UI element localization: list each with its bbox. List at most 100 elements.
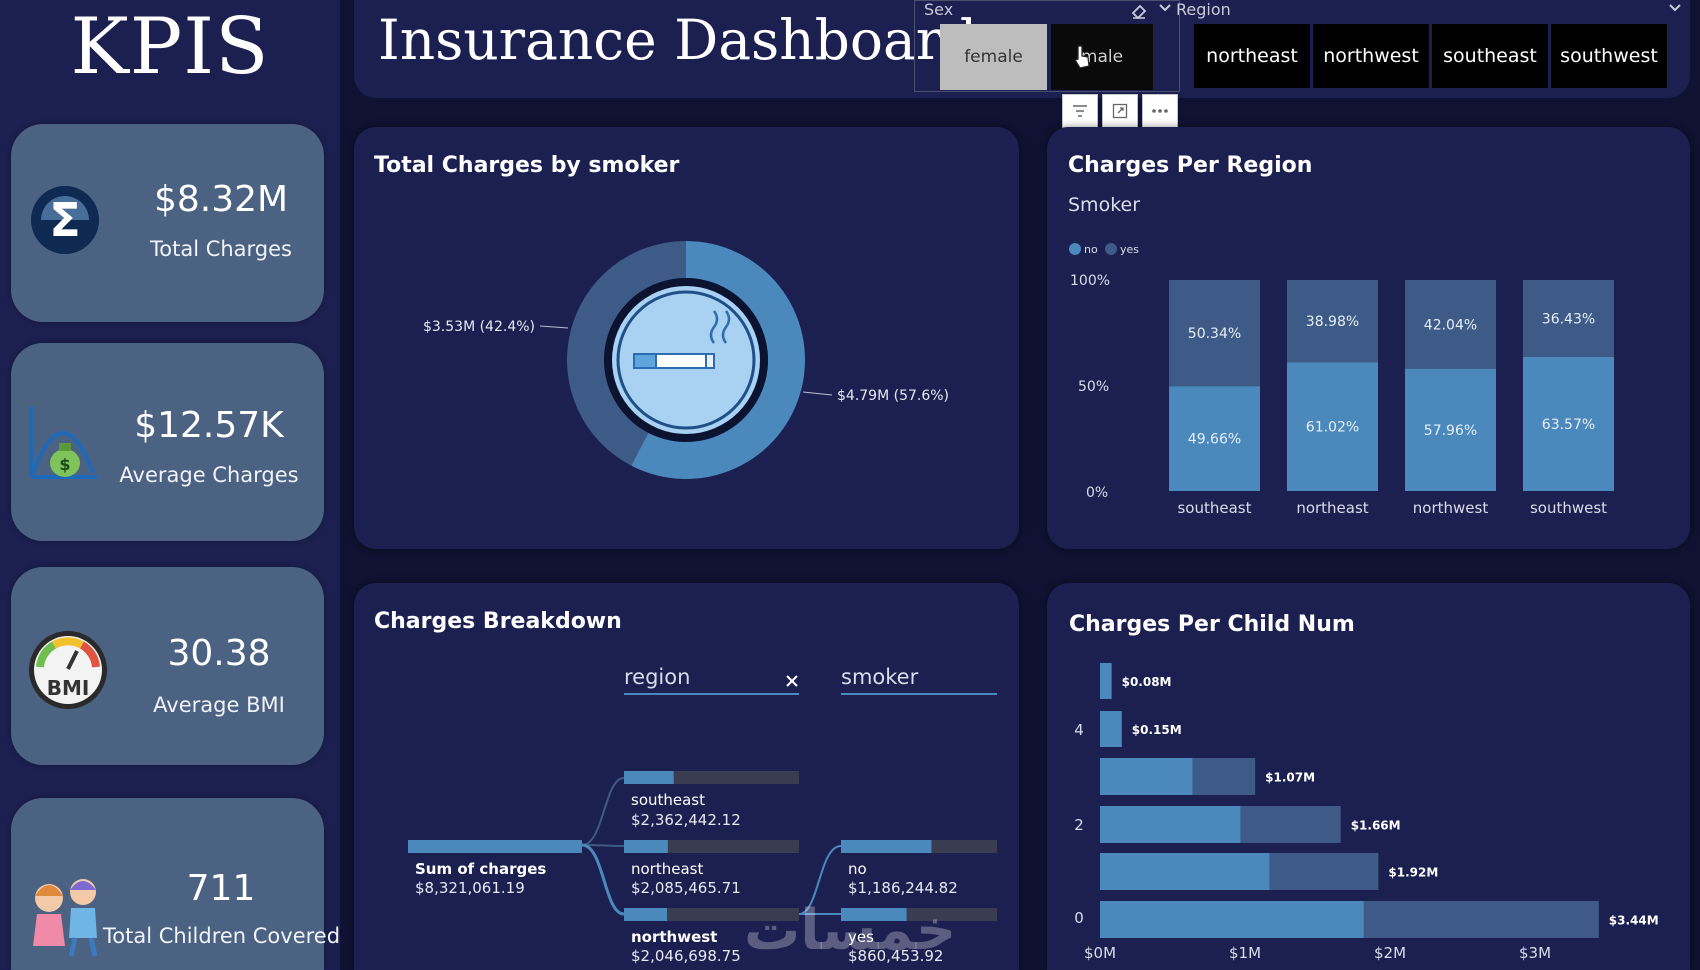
svg-text:BMI: BMI (47, 676, 90, 700)
region-label-yes-northeast: 38.98% (1306, 314, 1359, 330)
region-bar-yes-northeast[interactable] (1287, 280, 1378, 363)
tree-region-northeast-value: $2,085,465.71 (631, 879, 741, 897)
child-bar-primary-2[interactable] (1100, 806, 1241, 843)
tree-header-region: region (624, 665, 690, 689)
total-children-value: 711 (186, 868, 256, 909)
total-charges-label: Total Charges (149, 237, 293, 261)
region-chart-title: Charges Per Region (1068, 153, 1313, 178)
child-bar-primary-3[interactable] (1100, 758, 1193, 795)
region-bar-no-northwest[interactable] (1405, 368, 1496, 491)
region-option-northeast[interactable]: northeast (1194, 24, 1310, 88)
tree-smoker-no-label: no (848, 860, 867, 878)
smoker-donut-chart: $3.53M (42.4%) $4.79M (57.6%) (423, 241, 949, 479)
region-legend-title: Smoker (1068, 194, 1140, 216)
region-option-southeast[interactable]: southeast (1432, 24, 1548, 88)
region-bar-no-northeast[interactable] (1287, 362, 1378, 491)
smoker-donut-title: Total Charges by smoker (374, 153, 680, 178)
region-bar-yes-southeast[interactable] (1169, 280, 1260, 387)
sex-option-male[interactable]: male (1051, 24, 1153, 90)
child-x-tick-3: $3M (1519, 944, 1551, 962)
donut-slice-0[interactable] (567, 241, 686, 466)
tree-remove-level-icon[interactable] (786, 675, 798, 687)
bmi-gauge-icon: BMI (27, 629, 109, 715)
child-bar-primary-4[interactable] (1100, 711, 1122, 747)
focus-mode-icon[interactable] (1102, 94, 1138, 128)
donut-label-no: $4.79M (57.6%) (837, 388, 949, 404)
legend-label-yes: yes (1120, 243, 1139, 256)
cigarette-icon (633, 310, 731, 369)
region-label-no-southwest: 63.57% (1542, 417, 1595, 433)
kpi-card-average-charges[interactable]: $ $12.57K Average Charges (11, 343, 324, 541)
tree-smoker-bar-no[interactable] (841, 840, 932, 853)
eraser-icon[interactable] (1130, 2, 1148, 24)
child-y-tick-4: 4 (1074, 721, 1084, 739)
region-option-southwest[interactable]: southwest (1551, 24, 1667, 88)
legend-marker-no (1069, 243, 1081, 255)
tree-smoker-yes-label: yes (848, 928, 874, 946)
region-bar-no-southwest[interactable] (1523, 356, 1614, 491)
region-bar-no-southeast[interactable] (1169, 386, 1260, 491)
child-bar-label-5: $0.08M (1122, 675, 1172, 689)
cursor-icon (1072, 44, 1094, 76)
tree-region-bar-southeast[interactable] (624, 771, 674, 784)
sex-slicer[interactable] (914, 0, 1180, 92)
average-charges-value: $12.57K (134, 405, 284, 446)
y-tick-100: 100% (1070, 273, 1110, 289)
svg-text:Σ: Σ (49, 193, 80, 247)
tree-region-southeast-label: southeast (631, 791, 705, 809)
sex-option-female[interactable]: female (940, 24, 1047, 90)
child-x-tick-1: $1M (1229, 944, 1261, 962)
tree-region-track-northwest (624, 908, 799, 921)
region-bar-yes-southwest[interactable] (1523, 280, 1614, 357)
region-label-yes-southwest: 36.43% (1542, 311, 1595, 327)
child-bar-secondary-0[interactable] (1363, 901, 1599, 938)
child-bar-secondary-3[interactable] (1192, 758, 1256, 795)
chevron-down-icon[interactable] (1158, 0, 1172, 19)
average-charges-label: Average Charges (119, 463, 299, 487)
children-icon (21, 868, 111, 964)
dashboard-title: Insurance Dashboard (378, 8, 978, 72)
kpis-title: KPIS (70, 2, 270, 92)
tree-root-label: Sum of charges (415, 860, 546, 878)
kpi-card-total-charges[interactable]: Σ $8.32M Total Charges (11, 124, 324, 322)
total-children-label: Total Children Covered (103, 924, 341, 948)
decomposition-tree: region smoker Sum of charges $8,321,061.… (408, 665, 997, 965)
tree-region-bar-northwest[interactable] (624, 908, 668, 921)
y-tick-50: 50% (1078, 379, 1109, 395)
tree-root-bar[interactable] (408, 840, 582, 853)
child-bar-primary-5[interactable] (1100, 663, 1112, 699)
donut-slice-1[interactable] (631, 241, 806, 479)
region-bar-yes-northwest[interactable] (1405, 280, 1496, 369)
tree-header-smoker: smoker (841, 665, 919, 689)
tree-smoker-no-value: $1,186,244.82 (848, 879, 958, 897)
child-bar-secondary-1[interactable] (1269, 853, 1379, 890)
region-chevron-down-icon[interactable] (1668, 0, 1682, 19)
region-category-northeast: northeast (1296, 499, 1368, 517)
child-bar-primary-0[interactable] (1100, 901, 1364, 938)
kpi-card-average-bmi[interactable]: BMI 30.38 Average BMI (11, 567, 324, 765)
child-bar-chart: 4 2 0 $0.08M $0.15M $1.07M $1.66M $1.92M $3.4… (1074, 663, 1659, 962)
average-bmi-label: Average BMI (153, 693, 285, 717)
watermark: خمسات (744, 898, 957, 963)
region-label-no-northeast: 61.02% (1306, 420, 1359, 436)
region-option-northwest[interactable]: northwest (1313, 24, 1429, 88)
tree-smoker-bar-yes[interactable] (841, 908, 907, 921)
money-bag-chart-icon: $ (27, 403, 99, 487)
region-label-no-southeast: 49.66% (1188, 432, 1241, 448)
child-x-tick-2: $2M (1374, 944, 1406, 962)
tree-region-bar-northeast[interactable] (624, 840, 668, 853)
total-charges-value: $8.32M (153, 179, 289, 220)
tree-region-northeast-label: northeast (631, 860, 703, 878)
child-y-tick-2: 2 (1074, 816, 1084, 834)
child-chart-title: Charges Per Child Num (1069, 612, 1355, 637)
child-bar-primary-1[interactable] (1100, 853, 1270, 890)
child-bar-label-3: $1.07M (1265, 771, 1315, 785)
kpi-card-total-children[interactable]: 711 Total Children Covered (11, 798, 340, 970)
filter-icon[interactable] (1062, 94, 1098, 128)
child-bar-label-0: $3.44M (1609, 914, 1659, 928)
child-bar-secondary-2[interactable] (1240, 806, 1341, 843)
sigma-icon: Σ (29, 180, 101, 264)
svg-text:$: $ (59, 455, 70, 474)
region-category-northwest: northwest (1413, 499, 1489, 517)
more-options-icon[interactable] (1142, 94, 1178, 128)
